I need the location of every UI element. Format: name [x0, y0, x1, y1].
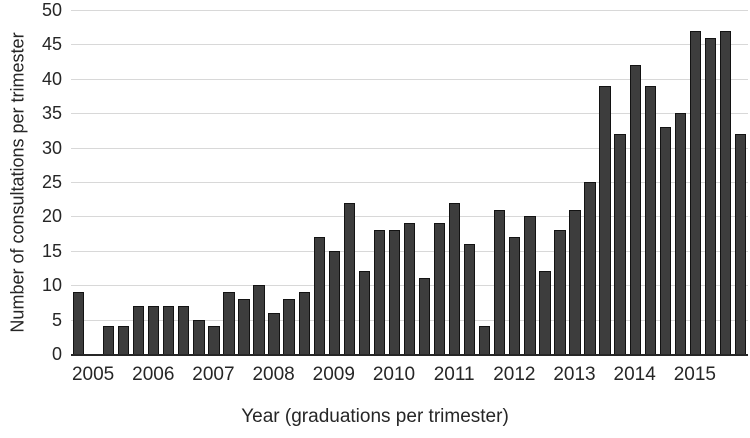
bar [509, 237, 521, 354]
x-axis-year-label: 2009 [312, 364, 355, 385]
bar [629, 65, 641, 354]
x-axis-year-label: 2012 [493, 364, 536, 385]
bar [343, 202, 355, 354]
bar [614, 133, 626, 354]
bar [674, 113, 686, 354]
bar [178, 305, 190, 354]
bar [433, 223, 446, 354]
bar [599, 85, 611, 354]
bar [388, 230, 401, 354]
x-axis-year-label: 2007 [192, 364, 235, 385]
bar [118, 326, 130, 354]
gridline [71, 147, 748, 149]
x-axis-year-label: 2014 [613, 364, 656, 385]
bar [72, 292, 85, 354]
y-axis-title: Number of consultations per trimester [7, 32, 28, 333]
bar [373, 230, 386, 354]
y-tick-label: 15 [41, 240, 62, 261]
bar [418, 278, 431, 354]
bar [328, 250, 340, 354]
y-tick-label: 40 [41, 68, 62, 89]
bar [253, 285, 265, 354]
x-axis-year-label: 2005 [71, 364, 115, 385]
bar [719, 30, 732, 354]
x-axis-year-label: 2015 [673, 364, 716, 385]
bar [448, 202, 461, 354]
x-axis-year-label: 2008 [252, 364, 295, 385]
bar [704, 37, 717, 354]
y-tick-label: 5 [51, 309, 62, 330]
bar [102, 326, 115, 354]
y-tick-label: 35 [41, 103, 62, 124]
bar [479, 326, 491, 354]
bar [569, 209, 581, 354]
x-axis-year-label: 2011 [433, 364, 475, 385]
gridline [71, 216, 748, 218]
x-axis-year-label: 2013 [553, 364, 596, 385]
x-axis-year-label: 2010 [372, 364, 416, 385]
y-tick-label: 45 [41, 34, 62, 55]
bar [524, 216, 536, 354]
bar [238, 298, 250, 354]
bar [208, 326, 220, 354]
bar [133, 305, 145, 354]
x-axis-year-label: 2006 [132, 364, 175, 385]
bar [539, 271, 551, 354]
y-tick-label: 25 [41, 172, 62, 192]
bar [403, 223, 416, 354]
bar [659, 126, 671, 354]
bar [283, 298, 295, 354]
y-tick-label: 0 [51, 344, 62, 364]
gridline [71, 78, 748, 80]
y-tick-label: 20 [41, 206, 62, 227]
y-axis-tick-labels: 0 5 10 15 20 25 30 35 40 45 50 [0, 0, 62, 438]
bar [223, 292, 235, 354]
bar [163, 305, 175, 354]
bar [193, 319, 205, 354]
plot-area [71, 10, 748, 356]
bar [644, 85, 656, 354]
bar [494, 209, 506, 354]
bar [358, 271, 370, 354]
bar [298, 292, 310, 354]
gridline [71, 44, 748, 46]
bar [734, 133, 747, 354]
y-tick-label: 30 [41, 137, 62, 158]
bar [268, 312, 280, 354]
x-axis-title: Year (graduations per trimester) [241, 406, 509, 427]
bar [554, 230, 566, 354]
gridline [71, 113, 748, 115]
bar [313, 237, 325, 354]
y-tick-label: 50 [41, 0, 62, 20]
bar [689, 30, 701, 354]
bar [464, 243, 476, 354]
gridline [71, 10, 748, 11]
bar [148, 305, 160, 354]
y-tick-label: 10 [41, 275, 62, 296]
gridline [71, 182, 748, 183]
bar [584, 182, 596, 354]
